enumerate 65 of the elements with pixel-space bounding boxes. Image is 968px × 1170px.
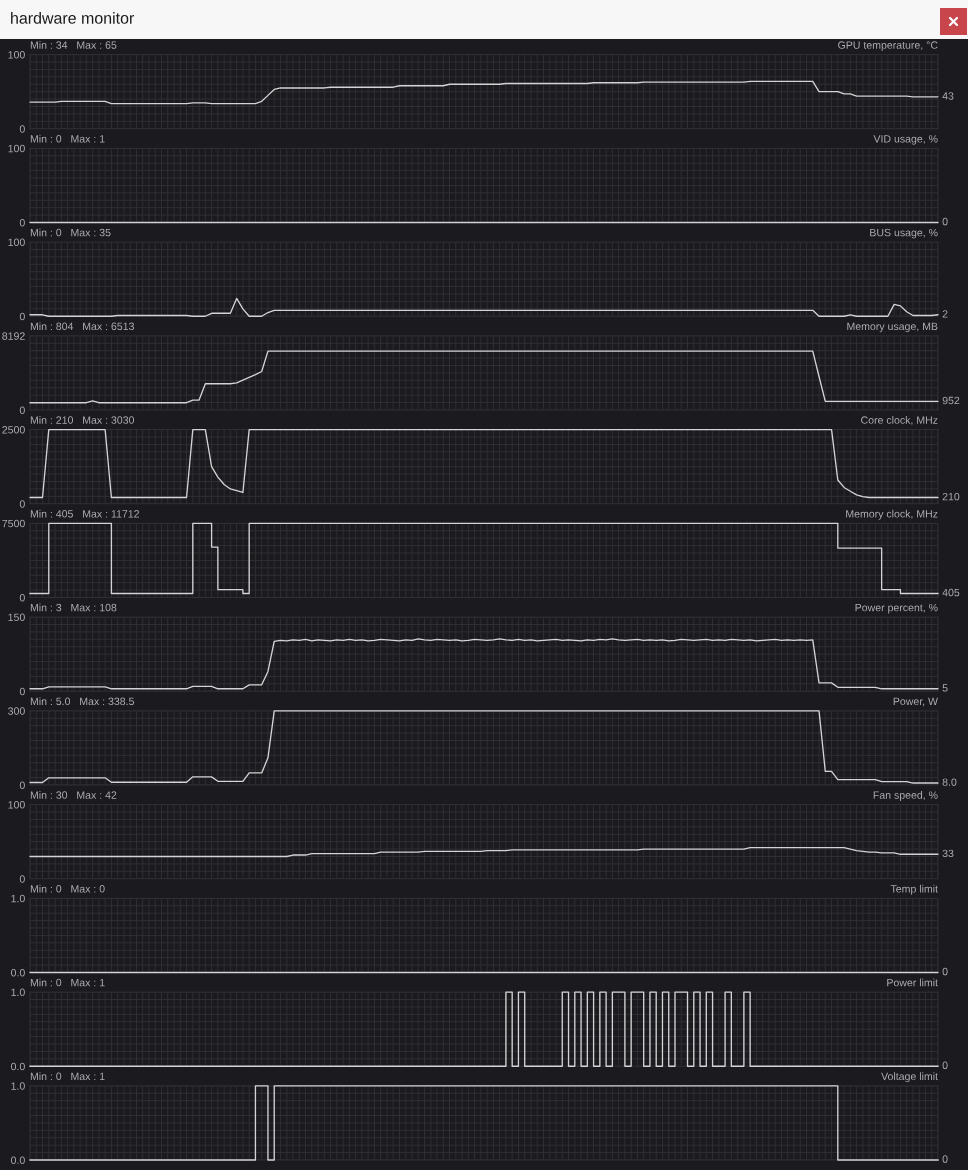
chart-title: Memory usage, MB	[847, 322, 938, 333]
y-tick-label: 0	[19, 687, 25, 696]
y-tick-label: 300	[8, 707, 25, 715]
y-tick-label: 0.0	[11, 968, 25, 977]
chart-title: BUS usage, %	[870, 228, 938, 239]
y-tick-label: 1.0	[11, 1082, 25, 1090]
y-tick-label: 1.0	[11, 988, 25, 997]
y-tick-label: 100	[8, 51, 25, 59]
text: Min : 0 Max : 1	[30, 134, 105, 143]
text: Min : 3 Max : 108	[30, 603, 117, 612]
text: Min : 0 Max : 1	[30, 1072, 105, 1081]
data-label: 405	[942, 588, 960, 597]
data-label: 210	[942, 492, 960, 501]
data-label: 8.0	[942, 778, 957, 786]
y-tick-label: 7500	[2, 519, 25, 528]
data-label: 952	[942, 396, 960, 405]
y-tick-label: 0	[19, 218, 25, 227]
chart-title: VID usage, %	[873, 135, 938, 145]
data-label: 0	[942, 1061, 948, 1070]
text: Min : 0 Max : 0	[30, 884, 105, 893]
data-label: 43	[942, 92, 954, 100]
chart-title: Fan speed, %	[873, 791, 938, 801]
text: Min : 0 Max : 1	[30, 978, 105, 987]
y-tick-label: 0.0	[11, 1156, 25, 1164]
y-tick-label: 0	[19, 125, 25, 133]
line-series	[29, 80, 939, 105]
y-tick-label: 100	[8, 801, 25, 809]
chart-title: Core clock, MHz	[861, 416, 938, 426]
y-tick-label: 0	[19, 312, 25, 321]
data-label: 0	[942, 217, 948, 226]
text: Min : 405 Max : 11712	[30, 509, 139, 518]
text: hardware monitor	[11, 12, 135, 24]
data-label: 5	[942, 684, 948, 692]
chart-title: Power, W	[893, 697, 938, 707]
text: Min : 30 Max : 42	[30, 791, 117, 799]
y-tick-label: 150	[8, 613, 25, 622]
text: Min : 5.0 Max : 338.5	[30, 697, 134, 706]
y-tick-label: 1.0	[11, 894, 25, 903]
text: Min : 210 Max : 3030	[30, 416, 135, 424]
line-series	[29, 710, 939, 784]
y-tick-label: 0	[19, 781, 25, 789]
line-series	[29, 846, 939, 858]
data-label: 33	[942, 849, 954, 858]
chart-title: Memory clock, MHz	[846, 509, 938, 520]
text: Min : 34 Max : 65	[30, 41, 117, 49]
text: Min : 0 Max : 35	[30, 228, 111, 237]
y-tick-label: 0	[19, 593, 25, 602]
y-tick-label: 0	[19, 875, 25, 883]
chart-title: Power limit	[887, 978, 938, 987]
y-tick-label: 8192	[2, 332, 25, 340]
data-label: 0	[942, 1155, 948, 1163]
data-label: 2	[942, 310, 948, 318]
y-tick-label: 100	[8, 144, 25, 153]
data-label: 0	[942, 967, 948, 976]
y-tick-label: 0.0	[11, 1062, 25, 1071]
chart-title: Voltage limit	[881, 1072, 938, 1083]
chart-title: Power percent, %	[855, 603, 938, 614]
chart-title: Temp limit	[890, 884, 938, 895]
y-tick-label: 0	[19, 406, 25, 414]
y-tick-label: 2500	[2, 426, 25, 434]
chart-title: GPU temperature, °C	[838, 41, 938, 51]
text: Min : 804 Max : 6513	[30, 322, 134, 331]
y-tick-label: 0	[19, 500, 25, 508]
y-tick-label: 100	[8, 238, 25, 247]
line-series	[29, 350, 939, 404]
